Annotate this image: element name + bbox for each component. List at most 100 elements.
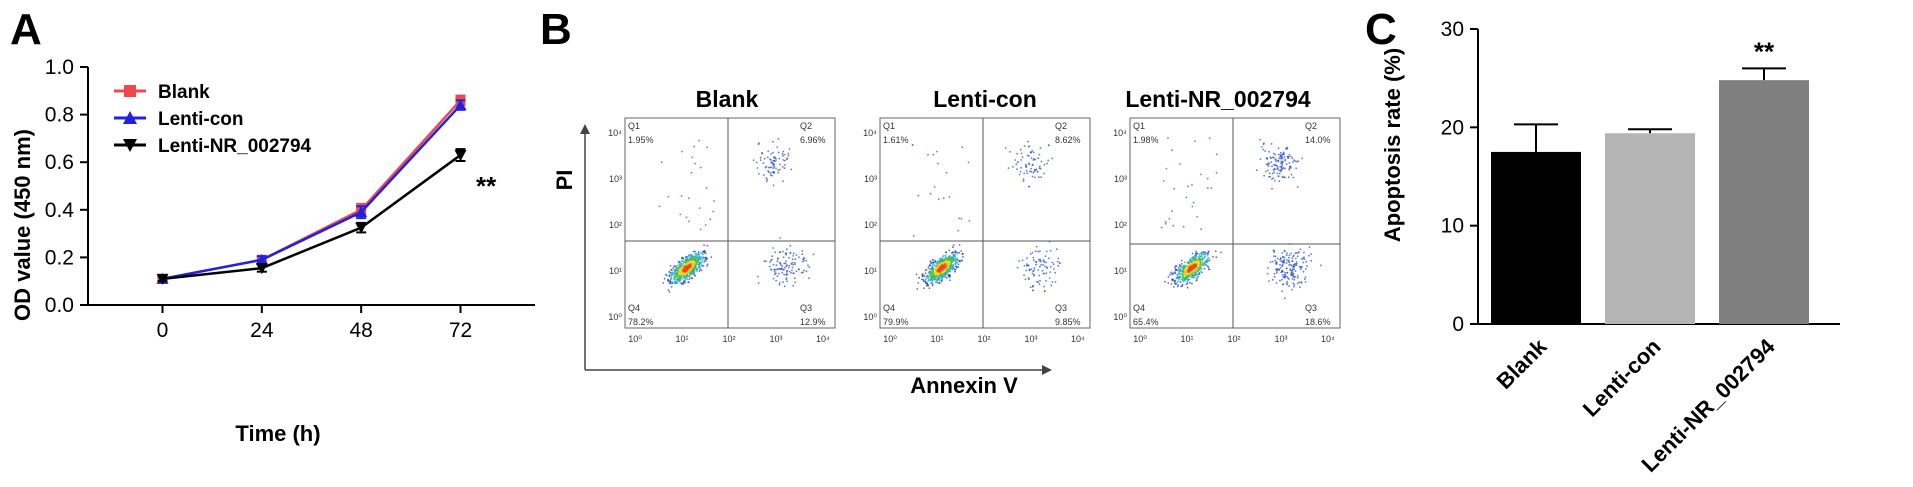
flow-event-dot [701,253,704,255]
flow-event-dot [1278,268,1281,271]
flow-event-dot [1256,169,1258,172]
q2-value: 14.0% [1305,135,1331,145]
flow-event-dot [1048,257,1050,260]
flow-event-dot [1198,255,1200,258]
flow-event-dot [929,273,931,275]
flow-event-dot [1289,268,1292,270]
flow-event-dot [1202,258,1204,260]
flow-event-dot [1295,262,1298,265]
flow-event-dot [781,152,784,155]
flow-event-dot [1192,201,1195,204]
flow-event-dot [935,280,938,283]
flow-event-dot [680,150,683,153]
flow-event-dot [1310,253,1313,256]
flow-event-dot [1044,265,1046,268]
flow-plot-area [879,117,1091,329]
flow-event-dot [1286,271,1289,274]
flow-event-dot [938,278,941,281]
flow-event-dot [1187,271,1190,273]
q4-value: 78.2% [628,317,654,327]
flow-event-dot [932,267,935,270]
flow-event-dot [1290,269,1293,272]
flow-event-dot [928,265,931,268]
flow-event-dot [1268,150,1270,153]
flow-event-dot [1031,272,1034,275]
flow-event-dot [1303,278,1306,281]
flow-event-dot [803,259,806,262]
flow-event-dot [777,138,780,140]
flow-event-dot [1281,256,1284,258]
flow-event-dot [1274,153,1277,156]
flow-event-dot [1206,253,1208,256]
flow-event-dot [783,262,786,265]
flow-event-dot [795,270,798,273]
flow-event-dot [1182,280,1185,283]
flow-event-dot [785,253,788,256]
flow-event-dot [776,146,779,149]
flow-event-dot [1172,224,1175,227]
flow-event-dot [1167,276,1170,278]
flow-event-dot [930,281,933,284]
flow-x-tick: 10⁰ [883,334,897,344]
flow-event-dot [1269,175,1271,178]
flow-event-dot [713,200,715,202]
flow-event-dot [942,256,944,258]
flow-event-dot [929,260,932,262]
flow-event-dot [960,217,963,220]
flow-event-dot [944,257,947,260]
flow-event-dot [800,272,803,274]
flow-event-dot [1180,267,1182,270]
flow-event-dot [1292,176,1295,179]
flow-event-dot [1186,286,1189,289]
flow-event-dot [668,270,671,273]
flow-event-dot [1177,269,1180,272]
flow-event-dot [1285,254,1288,256]
flow-event-dot [1026,154,1029,157]
flow-event-dot [1020,166,1022,169]
flow-event-dot [691,156,694,159]
y-tick-label: 0.0 [45,294,74,317]
flow-event-dot [1303,251,1305,254]
flow-event-dot [1295,264,1298,267]
flow-event-dot [687,197,690,200]
flow-event-dot [1194,268,1197,271]
flow-event-dot [786,157,789,160]
flow-event-dot [1291,274,1294,276]
flow-event-dot [691,266,693,269]
flow-event-dot [1279,259,1281,261]
flow-event-dot [932,261,935,264]
flow-event-dot [693,271,696,274]
flow-event-dot [1203,267,1206,270]
flow-event-dot [682,274,684,277]
flow-event-dot [1280,157,1283,160]
flow-event-dot [1035,245,1038,248]
flow-event-dot [1182,271,1185,273]
flow-event-dot [759,156,762,159]
legend-label-blank: Blank [158,82,210,103]
flow-x-tick: 10⁰ [1133,334,1147,344]
flow-event-dot [1206,177,1209,180]
panel-c-ylabel: Apoptosis rate (%) [1380,48,1405,242]
panel-b-ylabel: PI [552,170,577,191]
flow-event-dot [1015,163,1018,166]
flow-event-dot [1167,282,1170,284]
flow-event-dot [1185,271,1188,274]
flow-event-dot [1185,283,1188,286]
flow-event-dot [1277,167,1279,170]
flow-event-dot [1292,161,1294,163]
flow-event-dot [1204,253,1207,256]
flow-event-dot [1038,167,1041,170]
flow-event-dot [940,280,943,283]
flow-event-dot [1187,185,1189,188]
flow-event-dot [1279,266,1282,269]
flow-event-dot [1168,217,1171,220]
flow-event-dot [673,275,676,278]
flow-event-dot [684,275,687,278]
flow-event-dot [1191,261,1194,263]
flow-event-dot [1029,286,1032,289]
flow-event-dot [938,267,941,270]
flow-event-dot [1030,157,1033,160]
flow-event-dot [1191,184,1193,186]
flow-event-dot [1290,252,1292,255]
flow-event-dot [763,260,766,262]
